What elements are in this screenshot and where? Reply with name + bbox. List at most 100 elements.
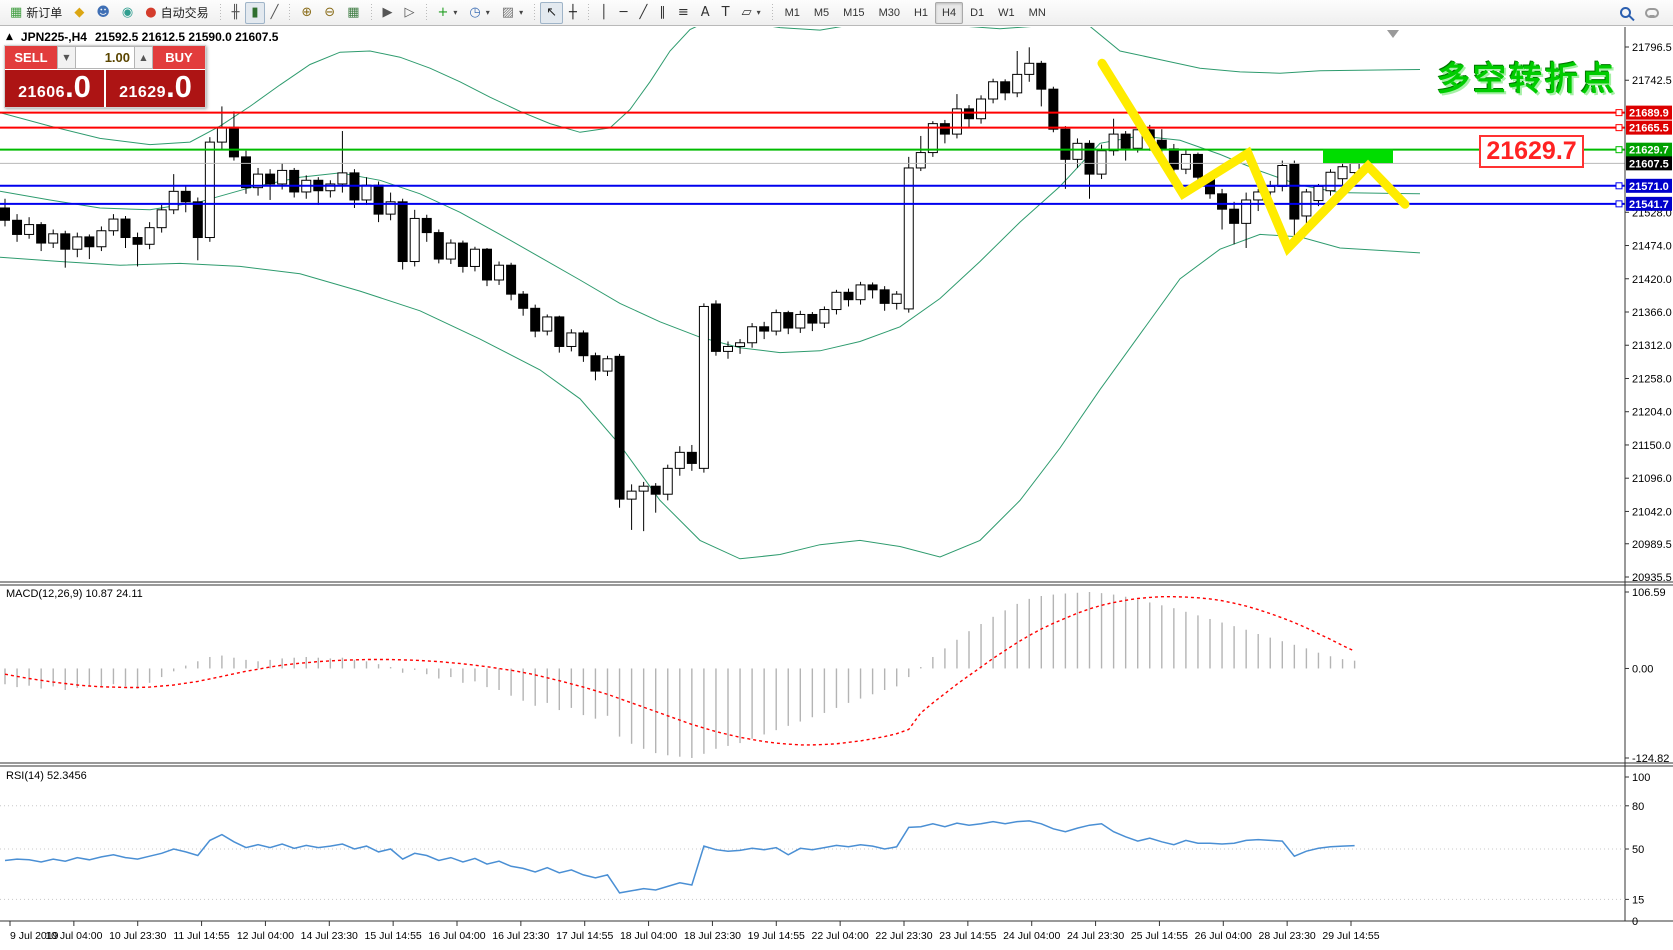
chart-shift-marker[interactable] xyxy=(1387,30,1399,38)
chevron-down-icon[interactable]: ▾ xyxy=(756,8,761,17)
volume-up-icon[interactable]: ▲ xyxy=(134,46,153,69)
timeframe-m15[interactable]: M15 xyxy=(843,6,865,19)
line-handle[interactable] xyxy=(1615,200,1623,208)
chart-shift-button[interactable]: ▷ xyxy=(399,2,421,24)
timeframe-m5[interactable]: M5 xyxy=(813,6,830,19)
line-handle[interactable] xyxy=(1615,124,1623,132)
search-icon[interactable] xyxy=(1620,7,1631,18)
volume-down-icon[interactable]: ▼ xyxy=(57,46,76,69)
buy-price[interactable]: 21629 .0 xyxy=(106,70,205,107)
buy-price-pips: .0 xyxy=(166,69,192,104)
timeframe-mn[interactable]: MN xyxy=(1028,6,1046,19)
metaeditor-button[interactable]: ◆ xyxy=(68,2,90,24)
chart-bars-button[interactable]: ╫ xyxy=(226,2,246,24)
timeframe-m30[interactable]: M30 xyxy=(878,6,900,19)
sell-button[interactable]: SELL xyxy=(5,46,57,69)
svg-text:21312.0: 21312.0 xyxy=(1632,340,1672,352)
toolbar-buttons: ▦ 新订单 ◆ ☻ ◉ ● 自动交易 ╫ ▮ ╱ ⊕ ⊖ ▦ ▶ ▷ + ▾ ◷ ▾ ▨ ▾ ↖ ┼ │ ─ ╱ ∥ ≡ A T ▱ ▾ M1 M… xyxy=(4,0,1620,25)
one-click-trading-panel: SELL ▼ ▲ BUY 21606 .0 21629 .0 xyxy=(4,45,206,108)
chat-icon[interactable] xyxy=(1645,7,1659,18)
svg-text:10 Jul 04:00: 10 Jul 04:00 xyxy=(45,930,102,942)
fibonacci-icon: ≡ xyxy=(677,5,689,20)
timeframe-w1[interactable]: W1 xyxy=(998,6,1015,19)
market-watch-button[interactable]: ◉ xyxy=(116,2,139,24)
line-handle[interactable] xyxy=(1615,146,1623,154)
price-tag-21665.5[interactable] xyxy=(1626,120,1672,135)
svg-text:9 Jul 2019: 9 Jul 2019 xyxy=(10,930,59,942)
chart-candles-button[interactable]: ▮ xyxy=(245,1,265,24)
horizontal-line-button[interactable]: ─ xyxy=(614,2,634,24)
price-tag-21629.7[interactable] xyxy=(1626,142,1672,157)
svg-text:25 Jul 14:55: 25 Jul 14:55 xyxy=(1131,930,1188,942)
market-watch-icon: ◉ xyxy=(121,5,134,20)
collapse-arrow-icon[interactable]: ▲ xyxy=(6,32,13,42)
price-tag-21541.7[interactable] xyxy=(1626,196,1672,211)
cursor-button[interactable]: ↖ xyxy=(540,1,563,24)
label-button[interactable]: T xyxy=(716,2,736,24)
pane-separators[interactable] xyxy=(0,581,1673,922)
crosshair-button[interactable]: ┼ xyxy=(563,2,583,24)
svg-text:21796.5: 21796.5 xyxy=(1632,42,1672,54)
metaeditor-icon: ◆ xyxy=(74,5,85,20)
trendline-button[interactable]: ╱ xyxy=(633,2,653,24)
svg-text:22 Jul 04:00: 22 Jul 04:00 xyxy=(812,930,869,942)
indicators-button[interactable]: + ▾ xyxy=(432,2,464,24)
price-tag-21571.0[interactable] xyxy=(1626,178,1672,193)
chart-annotation-text[interactable]: 多空转折点 xyxy=(1437,60,1617,97)
line-handle[interactable] xyxy=(1615,182,1623,190)
green-zone-rectangle[interactable] xyxy=(1323,149,1393,164)
volume-input[interactable] xyxy=(76,46,134,69)
svg-text:21689.9: 21689.9 xyxy=(1629,108,1669,120)
fibonacci-button[interactable]: ≡ xyxy=(672,2,695,24)
vertical-line-button[interactable]: │ xyxy=(594,2,614,24)
symbol-name: JPN225-,H4 xyxy=(20,30,87,44)
svg-text:21571.0: 21571.0 xyxy=(1629,181,1669,193)
price-callout-box[interactable]: 21629.7 xyxy=(1479,135,1584,168)
svg-text:23 Jul 14:55: 23 Jul 14:55 xyxy=(939,930,996,942)
svg-text:29 Jul 14:55: 29 Jul 14:55 xyxy=(1322,930,1379,942)
toolbar: ▦ 新订单 ◆ ☻ ◉ ● 自动交易 ╫ ▮ ╱ ⊕ ⊖ ▦ ▶ ▷ + ▾ ◷ ▾ ▨ ▾ ↖ ┼ │ ─ ╱ ∥ ≡ A T ▱ ▾ M1 M… xyxy=(0,0,1673,26)
chevron-down-icon[interactable]: ▾ xyxy=(519,8,524,17)
price-tag-21689.9[interactable] xyxy=(1626,105,1672,120)
new-order-button[interactable]: ▦ 新订单 xyxy=(4,2,68,24)
timeframe-h4[interactable]: H4 xyxy=(935,1,964,24)
profiles-button[interactable]: ☻ xyxy=(90,2,116,24)
price-axis[interactable]: 21796.521742.521528.021474.021420.021366… xyxy=(1624,27,1672,921)
templates-button[interactable]: ▨ ▾ xyxy=(496,2,529,24)
chevron-down-icon[interactable]: ▾ xyxy=(485,8,490,17)
svg-text:100: 100 xyxy=(1632,772,1650,784)
price-tag-21607.5[interactable] xyxy=(1626,156,1672,171)
chart-line-button[interactable]: ╱ xyxy=(265,2,285,24)
timeframe-m1[interactable]: M1 xyxy=(784,6,800,19)
auto-trading-button[interactable]: ● 自动交易 xyxy=(139,2,214,24)
auto-scroll-button[interactable]: ▶ xyxy=(377,2,399,24)
buy-button[interactable]: BUY xyxy=(153,46,205,69)
chart-candles-icon: ▮ xyxy=(251,5,259,20)
yellow-trend-drawing[interactable] xyxy=(1097,58,1410,256)
zoom-in-button[interactable]: ⊕ xyxy=(295,2,318,24)
svg-text:19 Jul 14:55: 19 Jul 14:55 xyxy=(748,930,805,942)
zoom-out-button[interactable]: ⊖ xyxy=(318,2,341,24)
line-handle[interactable] xyxy=(1615,109,1623,117)
rsi-pane: 100 80 50 15 0 xyxy=(0,772,1650,928)
tile-windows-button[interactable]: ▦ xyxy=(341,2,365,24)
crosshair-icon: ┼ xyxy=(569,5,577,20)
timeframe-h1[interactable]: H1 xyxy=(913,6,929,19)
main-price-pane[interactable] xyxy=(0,17,1421,560)
new-order-button-label: 新订单 xyxy=(26,6,63,20)
horizontal-level-lines[interactable] xyxy=(0,109,1625,208)
chevron-down-icon[interactable]: ▾ xyxy=(453,8,458,17)
svg-text:21204.0: 21204.0 xyxy=(1632,407,1672,419)
templates-icon: ▨ xyxy=(501,5,515,20)
periods-icon: ◷ xyxy=(469,5,481,20)
timeframe-d1[interactable]: D1 xyxy=(970,6,985,19)
text-button[interactable]: A xyxy=(695,2,716,24)
channel-button[interactable]: ∥ xyxy=(653,2,672,24)
vertical-line-icon: │ xyxy=(599,5,608,20)
shapes-button[interactable]: ▱ ▾ xyxy=(736,2,767,24)
sell-price[interactable]: 21606 .0 xyxy=(5,70,104,107)
periods-button[interactable]: ◷ ▾ xyxy=(463,2,495,24)
